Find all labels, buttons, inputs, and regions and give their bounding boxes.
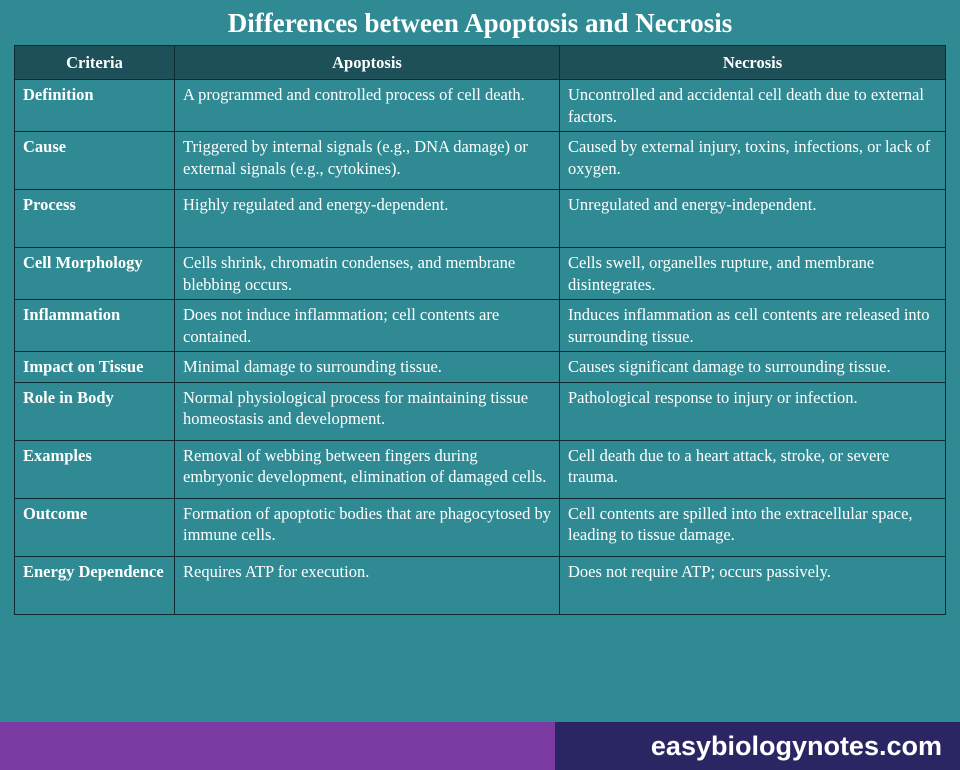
table-row: DefinitionA programmed and controlled pr… xyxy=(15,80,946,132)
criteria-cell: Cause xyxy=(15,132,175,190)
page-title: Differences between Apoptosis and Necros… xyxy=(14,8,946,39)
necrosis-cell: Unregulated and energy-independent. xyxy=(560,190,946,248)
apoptosis-cell: Highly regulated and energy-dependent. xyxy=(175,190,560,248)
necrosis-cell: Causes significant damage to surrounding… xyxy=(560,352,946,382)
table-row: CauseTriggered by internal signals (e.g.… xyxy=(15,132,946,190)
table-header-row: Criteria Apoptosis Necrosis xyxy=(15,46,946,80)
necrosis-cell: Does not require ATP; occurs passively. xyxy=(560,556,946,614)
criteria-cell: Inflammation xyxy=(15,300,175,352)
apoptosis-cell: Minimal damage to surrounding tissue. xyxy=(175,352,560,382)
table-row: Role in BodyNormal physiological process… xyxy=(15,382,946,440)
col-header-criteria: Criteria xyxy=(15,46,175,80)
criteria-cell: Cell Morphology xyxy=(15,248,175,300)
criteria-cell: Outcome xyxy=(15,498,175,556)
criteria-cell: Energy Dependence xyxy=(15,556,175,614)
apoptosis-cell: Removal of webbing between fingers durin… xyxy=(175,440,560,498)
necrosis-cell: Induces inflammation as cell contents ar… xyxy=(560,300,946,352)
criteria-cell: Definition xyxy=(15,80,175,132)
table-row: OutcomeFormation of apoptotic bodies tha… xyxy=(15,498,946,556)
criteria-cell: Process xyxy=(15,190,175,248)
criteria-cell: Impact on Tissue xyxy=(15,352,175,382)
footer-site: easybiologynotes.com xyxy=(555,722,960,770)
necrosis-cell: Pathological response to injury or infec… xyxy=(560,382,946,440)
necrosis-cell: Cells swell, organelles rupture, and mem… xyxy=(560,248,946,300)
footer-accent xyxy=(0,722,555,770)
table-row: ExamplesRemoval of webbing between finge… xyxy=(15,440,946,498)
necrosis-cell: Cell contents are spilled into the extra… xyxy=(560,498,946,556)
apoptosis-cell: Triggered by internal signals (e.g., DNA… xyxy=(175,132,560,190)
col-header-apoptosis: Apoptosis xyxy=(175,46,560,80)
table-row: ProcessHighly regulated and energy-depen… xyxy=(15,190,946,248)
comparison-table: Criteria Apoptosis Necrosis DefinitionA … xyxy=(14,45,946,615)
apoptosis-cell: Formation of apoptotic bodies that are p… xyxy=(175,498,560,556)
apoptosis-cell: Normal physiological process for maintai… xyxy=(175,382,560,440)
apoptosis-cell: Requires ATP for execution. xyxy=(175,556,560,614)
footer: easybiologynotes.com xyxy=(0,722,960,770)
table-row: InflammationDoes not induce inflammation… xyxy=(15,300,946,352)
criteria-cell: Role in Body xyxy=(15,382,175,440)
col-header-necrosis: Necrosis xyxy=(560,46,946,80)
necrosis-cell: Caused by external injury, toxins, infec… xyxy=(560,132,946,190)
table-row: Cell MorphologyCells shrink, chromatin c… xyxy=(15,248,946,300)
necrosis-cell: Uncontrolled and accidental cell death d… xyxy=(560,80,946,132)
criteria-cell: Examples xyxy=(15,440,175,498)
table-row: Energy DependenceRequires ATP for execut… xyxy=(15,556,946,614)
table-row: Impact on TissueMinimal damage to surrou… xyxy=(15,352,946,382)
content-panel: Differences between Apoptosis and Necros… xyxy=(0,0,960,722)
necrosis-cell: Cell death due to a heart attack, stroke… xyxy=(560,440,946,498)
apoptosis-cell: Does not induce inflammation; cell conte… xyxy=(175,300,560,352)
apoptosis-cell: A programmed and controlled process of c… xyxy=(175,80,560,132)
page: Differences between Apoptosis and Necros… xyxy=(0,0,960,770)
apoptosis-cell: Cells shrink, chromatin condenses, and m… xyxy=(175,248,560,300)
